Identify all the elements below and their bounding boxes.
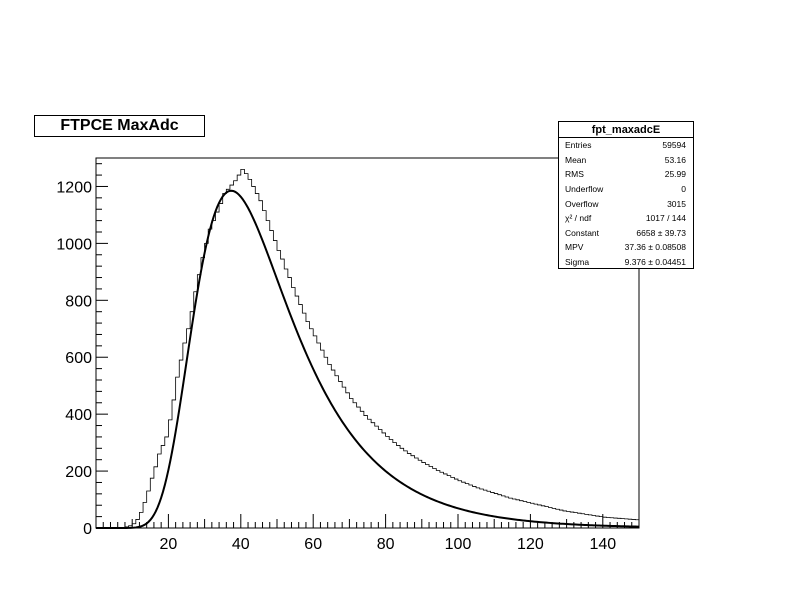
y-tick-label: 600 <box>65 350 92 367</box>
plot-frame <box>95 157 640 529</box>
stats-label: MPV <box>565 242 584 253</box>
stats-row: Entries 59594 <box>559 138 693 153</box>
stats-row: Mean 53.16 <box>559 153 693 168</box>
fit-curve-series <box>96 189 640 529</box>
y-tick-label: 0 <box>83 521 92 538</box>
fit-curve <box>96 189 640 529</box>
y-tick-label: 1200 <box>56 179 92 196</box>
stats-value: 37.36 ± 0.08508 <box>624 242 686 253</box>
stats-row: χ² / ndf 1017 / 144 <box>559 211 693 226</box>
chart-title: FTPCE MaxAdc <box>34 115 205 137</box>
y-tick-label: 1000 <box>56 236 92 253</box>
y-tick-label: 800 <box>65 293 92 310</box>
x-tick-label: 120 <box>517 536 544 553</box>
stats-value: 0 <box>681 184 686 195</box>
stats-label: RMS <box>565 169 584 180</box>
y-axis: 0 200 400 600 800 1000 1200 <box>56 163 108 538</box>
y-tick-label: 200 <box>65 464 92 481</box>
x-axis: 20 40 60 80 100 120 140 <box>95 514 640 553</box>
stats-value: 6658 ± 39.73 <box>636 227 686 238</box>
x-tick-label: 40 <box>232 536 250 553</box>
x-tick-label: 80 <box>377 536 395 553</box>
x-tick-label: 140 <box>589 536 616 553</box>
stats-box: fpt_maxadcE Entries 59594 Mean 53.16 RMS 25.9… <box>558 121 694 269</box>
x-tick-label: 20 <box>160 536 178 553</box>
histogram-steps <box>96 168 639 529</box>
stats-value: 3015 <box>667 198 686 209</box>
stats-value: 25.99 <box>664 169 686 180</box>
stats-label: Sigma <box>565 257 590 268</box>
stats-value: 1017 / 144 <box>645 213 686 224</box>
stats-label: Underflow <box>565 184 604 195</box>
stats-label: Mean <box>565 154 587 165</box>
x-tick-label: 60 <box>304 536 322 553</box>
stats-rows: Entries 59594 Mean 53.16 RMS 25.99 Underflow 0 O… <box>559 138 693 269</box>
stats-label: Entries <box>565 140 592 151</box>
stats-value: 59594 <box>662 140 686 151</box>
chart-title-text: FTPCE MaxAdc <box>60 117 179 134</box>
stats-label: Constant <box>565 227 600 238</box>
stats-row: MPV 37.36 ± 0.08508 <box>559 240 693 255</box>
stats-row: RMS 25.99 <box>559 167 693 182</box>
stats-row: Sigma 9.376 ± 0.04451 <box>559 255 693 270</box>
stats-value: 53.16 <box>664 154 686 165</box>
histogram-series <box>96 168 639 529</box>
stats-value: 9.376 ± 0.04451 <box>624 257 686 268</box>
x-tick-label: 100 <box>445 536 472 553</box>
stats-label: Overflow <box>565 198 599 209</box>
stats-row: Underflow 0 <box>559 182 693 197</box>
plot-frame-rect <box>95 157 640 529</box>
stats-row: Constant 6658 ± 39.73 <box>559 226 693 241</box>
y-tick-label: 400 <box>65 407 92 424</box>
stats-label: χ² / ndf <box>565 213 592 224</box>
stats-row: Overflow 3015 <box>559 196 693 211</box>
stats-box-title: fpt_maxadcE <box>559 122 693 138</box>
